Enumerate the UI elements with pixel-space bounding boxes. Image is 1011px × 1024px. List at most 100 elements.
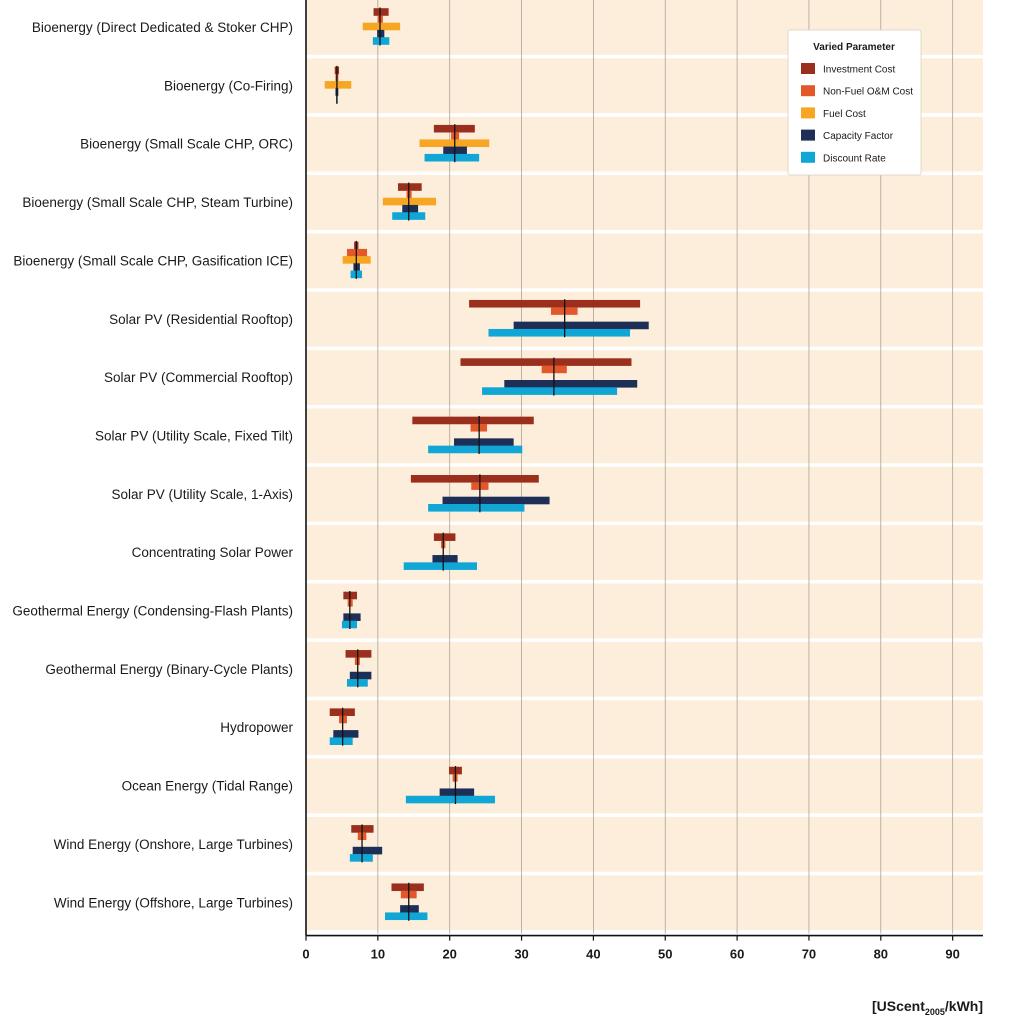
range-bar — [410, 475, 539, 483]
category-label: Bioenergy (Small Scale CHP, ORC) — [80, 137, 293, 152]
range-bar — [488, 328, 631, 337]
row-background — [306, 816, 983, 872]
range-bar — [469, 299, 641, 308]
range-bar — [405, 795, 495, 804]
range-bar — [372, 37, 390, 45]
range-bar — [428, 504, 525, 512]
row-background — [306, 350, 983, 405]
category-labels: Bioenergy (Direct Dedicated & Stoker CHP… — [12, 20, 293, 910]
range-bar — [349, 854, 373, 862]
x-tick-label: 60 — [730, 947, 744, 962]
legend-swatch — [801, 129, 815, 141]
range-bar — [343, 613, 361, 621]
category-label: Wind Energy (Offshore, Large Turbines) — [54, 895, 293, 910]
range-bar — [333, 730, 359, 738]
range-bar — [377, 29, 385, 38]
range-bar — [428, 445, 523, 454]
range-bar — [460, 358, 632, 366]
x-axis: 0 10 20 30 40 50 60 70 80 90 — [302, 0, 983, 962]
range-bar — [382, 197, 437, 206]
category-bars — [410, 474, 550, 513]
range-bar — [504, 380, 638, 388]
category-bars — [345, 649, 372, 688]
legend-swatch — [801, 151, 815, 163]
category-label: Concentrating Solar Power — [132, 545, 294, 560]
row-background — [306, 291, 983, 347]
legend-title: Varied Parameter — [813, 42, 895, 53]
range-bar — [362, 22, 401, 31]
x-tick-label: 70 — [802, 947, 816, 962]
range-bar — [482, 387, 618, 395]
category-label: Bioenergy (Small Scale CHP, Gasification… — [13, 253, 293, 268]
x-tick-label: 30 — [514, 947, 528, 962]
range-bar — [454, 438, 514, 446]
range-bar — [391, 883, 424, 892]
category-label: Geothermal Energy (Binary-Cycle Plants) — [45, 662, 293, 677]
legend: Varied Parameter Investment Cost Non-Fuel… — [787, 29, 922, 176]
legend-box — [787, 29, 922, 176]
legend-label: Investment Cost — [823, 65, 895, 76]
category-bars — [382, 182, 437, 221]
x-tick-label: 20 — [442, 947, 456, 962]
category-label: Ocean Energy (Tidal Range) — [122, 779, 293, 794]
unit-prefix: [UScent — [872, 998, 925, 1014]
range-bar — [346, 248, 368, 257]
row-background — [306, 466, 983, 522]
category-label: Solar PV (Utility Scale, 1-Axis) — [111, 487, 293, 502]
row-background — [306, 233, 983, 289]
range-bar — [432, 555, 458, 563]
category-bars — [403, 532, 478, 571]
legend-label: Non-Fuel O&M Cost — [823, 87, 913, 98]
legend-label: Capacity Factor — [823, 131, 894, 142]
category-label: Wind Energy (Onshore, Large Turbines) — [54, 837, 293, 852]
legend-swatch — [801, 85, 815, 97]
x-axis-unit-label: [UScent2005/kWh] — [872, 998, 983, 1017]
row-background — [306, 700, 983, 756]
range-bar — [349, 671, 372, 680]
legend-label: Discount Rate — [823, 153, 886, 164]
range-bar — [402, 204, 419, 213]
range-bar — [412, 416, 534, 425]
range-bar — [400, 905, 419, 913]
range-bar — [424, 153, 480, 162]
range-bar — [397, 183, 422, 191]
x-tick-label: 40 — [586, 947, 600, 962]
range-bar — [442, 496, 550, 505]
row-background — [306, 758, 983, 814]
category-bars — [469, 299, 649, 338]
category-bars — [342, 240, 371, 279]
gridlines — [377, 0, 954, 934]
x-tick-label: 90 — [945, 947, 959, 962]
row-background — [306, 408, 983, 464]
category-label: Bioenergy (Small Scale CHP, Steam Turbin… — [22, 195, 293, 210]
range-bar — [329, 737, 353, 745]
legend-swatch — [801, 63, 815, 74]
range-bar — [324, 81, 352, 89]
category-bars — [341, 591, 361, 629]
row-background — [306, 583, 983, 639]
category-bars — [419, 124, 490, 163]
category-bars — [412, 415, 534, 454]
range-bar — [373, 8, 389, 16]
legend-swatch — [801, 107, 815, 119]
category-label: Solar PV (Residential Rooftop) — [109, 312, 293, 327]
row-background — [306, 525, 983, 580]
range-bar — [513, 321, 649, 330]
category-label: Geothermal Energy (Condensing-Flash Plan… — [12, 604, 293, 619]
unit-subscript: 2005 — [925, 1007, 945, 1017]
range-bar — [403, 562, 478, 570]
range-bar — [385, 912, 428, 921]
x-tick-label: 0 — [302, 947, 309, 962]
category-bars — [385, 882, 428, 921]
row-background — [306, 641, 983, 697]
x-tick-label: 50 — [658, 947, 672, 962]
category-bars — [362, 7, 401, 46]
range-bar — [439, 788, 475, 797]
category-bars — [405, 766, 495, 805]
legend-items: Investment Cost Non-Fuel O&M Cost Fuel Cos… — [801, 63, 913, 164]
x-tick-label: 80 — [874, 947, 888, 962]
category-bars — [349, 824, 383, 863]
category-label: Solar PV (Commercial Rooftop) — [104, 370, 293, 385]
category-label: Bioenergy (Co-Firing) — [164, 78, 293, 93]
